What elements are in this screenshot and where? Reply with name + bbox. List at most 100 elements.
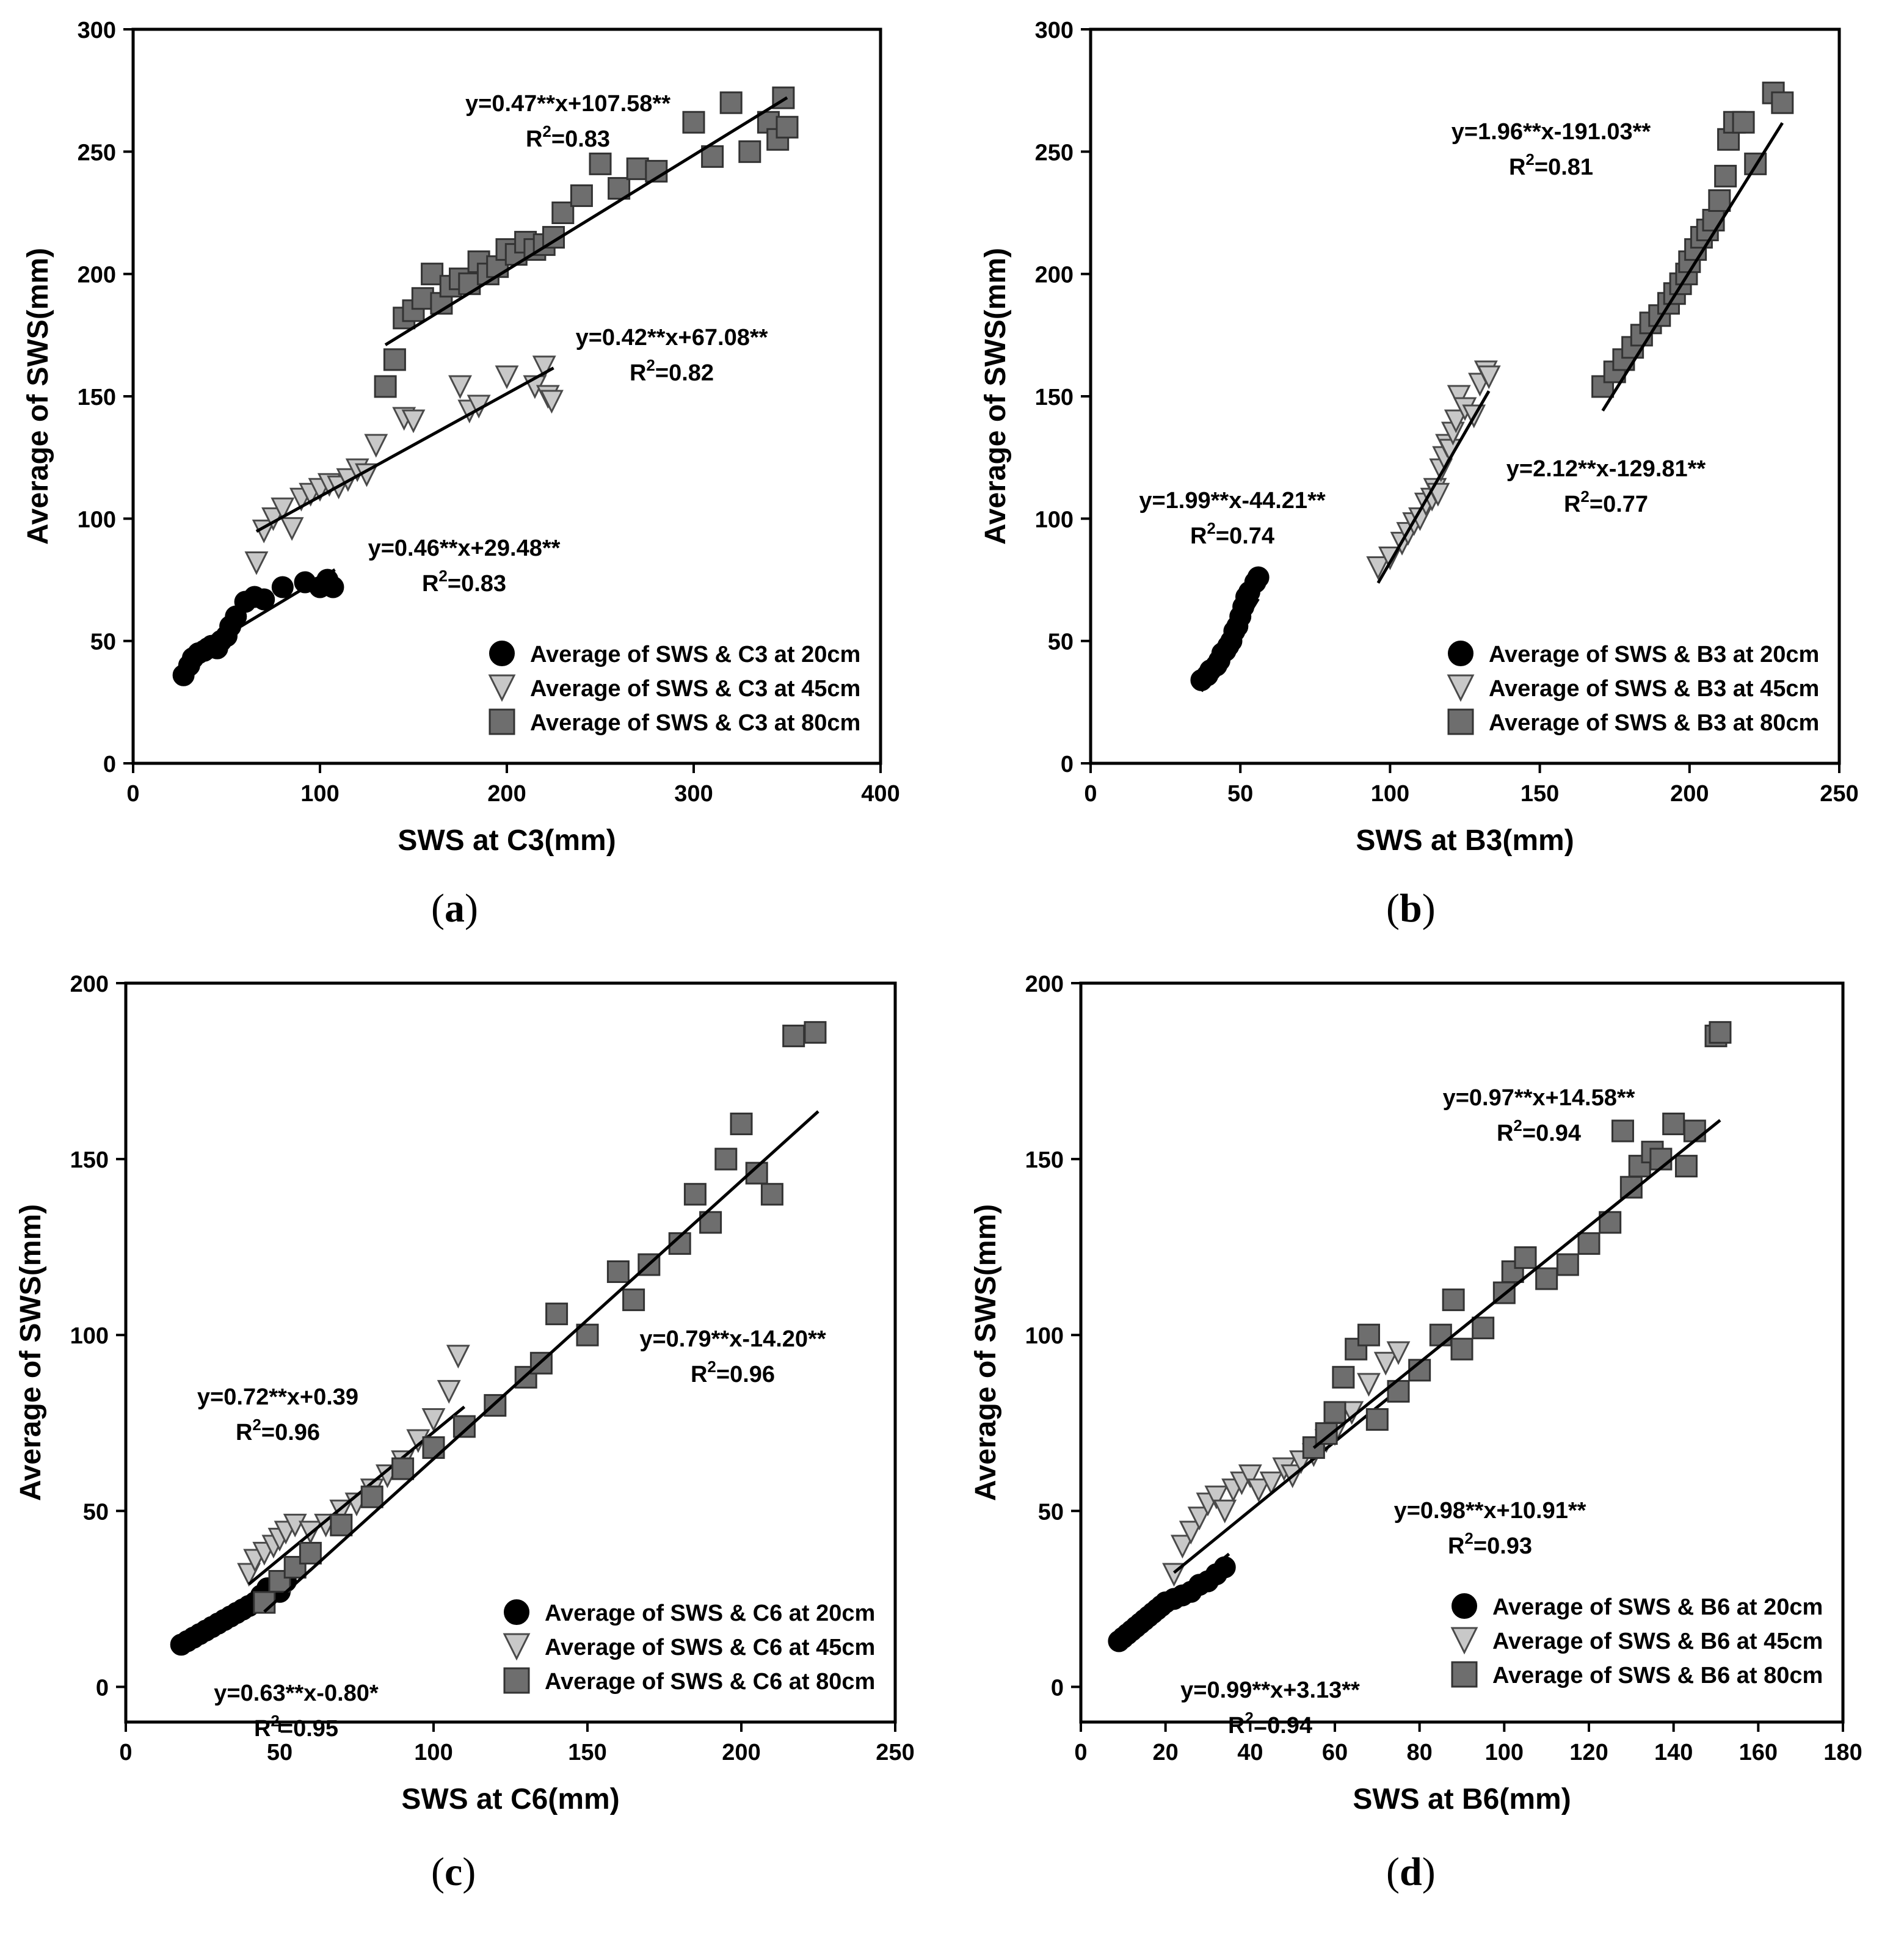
x-tick-label: 300 — [674, 781, 713, 807]
r-squared-label: R2=0.96 — [691, 1357, 775, 1387]
x-tick-label: 0 — [119, 1740, 132, 1765]
x-tick-label: 0 — [126, 781, 139, 807]
legend-marker — [1450, 1627, 1478, 1655]
x-tick-label: 100 — [414, 1740, 452, 1765]
y-tick-label: 150 — [1025, 1147, 1064, 1173]
y-tick-label: 50 — [1048, 630, 1074, 655]
r-squared-label: R2=0.95 — [254, 1712, 338, 1742]
series-0 — [1190, 566, 1270, 692]
data-point — [1366, 556, 1390, 580]
x-axis-label: SWS at C3(mm) — [398, 824, 616, 857]
data-point — [1535, 1267, 1558, 1290]
legend-marker — [1452, 1593, 1477, 1619]
data-point — [360, 1485, 383, 1508]
data-point — [1170, 1535, 1194, 1559]
data-point — [719, 91, 743, 114]
data-point — [330, 1513, 353, 1536]
y-tick-label: 0 — [103, 752, 116, 777]
legend-marker — [489, 641, 515, 666]
data-point — [532, 355, 556, 380]
plot-frame — [124, 981, 897, 1724]
x-axis-label: SWS at C6(mm) — [401, 1783, 619, 1815]
series-2 — [374, 86, 799, 398]
x-tick-label: 140 — [1654, 1740, 1693, 1765]
x-tick-label: 120 — [1569, 1740, 1608, 1765]
y-tick-label: 300 — [1035, 18, 1074, 43]
data-point — [1732, 111, 1755, 134]
data-point — [1179, 1521, 1203, 1545]
x-tick-label: 50 — [267, 1740, 293, 1765]
regression-line — [384, 96, 788, 346]
regression-line — [255, 366, 554, 533]
data-point — [683, 1183, 707, 1206]
data-point — [448, 375, 472, 399]
data-point — [437, 1379, 461, 1404]
data-point — [738, 140, 761, 163]
data-point — [1238, 1464, 1262, 1489]
data-point — [1709, 1021, 1732, 1044]
series-1 — [244, 355, 564, 575]
data-point — [1708, 189, 1731, 212]
data-point — [1332, 1365, 1355, 1389]
legend-marker — [1447, 708, 1474, 735]
y-tick-label: 100 — [1035, 507, 1074, 532]
data-point — [1429, 1323, 1452, 1346]
data-point — [495, 365, 519, 390]
data-point — [606, 1260, 630, 1283]
regression-line — [183, 568, 336, 663]
data-point — [782, 1024, 805, 1047]
r-squared-label: R2=0.82 — [630, 356, 714, 386]
regression-line — [1312, 1119, 1721, 1449]
legend-marker — [1451, 1661, 1478, 1688]
y-tick-label: 150 — [1035, 385, 1074, 410]
series-1 — [1366, 360, 1501, 584]
equation-label: y=0.97**x+14.58** — [1443, 1085, 1635, 1111]
regression-line — [1200, 598, 1260, 692]
equation-label: y=0.47**x+107.58** — [465, 91, 670, 117]
legend-marker — [503, 1667, 530, 1694]
data-point — [1450, 1337, 1473, 1361]
series-2 — [253, 1021, 827, 1614]
data-point — [1611, 1119, 1634, 1143]
r-squared-label: R2=0.96 — [236, 1416, 320, 1445]
legend-label: Average of SWS & C3 at 20cm — [530, 642, 860, 667]
x-tick-label: 50 — [1227, 781, 1253, 807]
x-tick-label: 200 — [1670, 781, 1709, 807]
caption-a: (a) — [431, 886, 478, 931]
data-point — [1447, 385, 1471, 409]
data-point — [422, 1436, 445, 1459]
legend-marker — [1448, 641, 1473, 666]
data-point — [401, 409, 426, 434]
data-point — [283, 1513, 307, 1538]
y-tick-label: 0 — [1051, 1675, 1064, 1701]
data-point — [1472, 1317, 1495, 1340]
data-point — [1213, 1499, 1237, 1524]
legend-label: Average of SWS & C3 at 80cm — [530, 710, 860, 736]
regression-line — [263, 1110, 819, 1613]
series-2 — [1302, 1021, 1732, 1459]
data-point — [280, 517, 304, 541]
legend-marker — [489, 708, 515, 735]
data-point — [1213, 1556, 1236, 1579]
data-point — [540, 390, 564, 414]
x-tick-label: 400 — [861, 781, 899, 807]
x-tick-label: 100 — [1485, 1740, 1524, 1765]
data-point — [391, 1457, 415, 1480]
x-tick-label: 100 — [1371, 781, 1409, 807]
chart-panel-0: 0 100 200 300 400 0 50 100 150 200 250 300 SWS at C3… — [22, 18, 900, 857]
data-point — [545, 1303, 569, 1326]
x-tick-label: 150 — [1521, 781, 1559, 807]
series-0 — [172, 568, 344, 686]
plot-frame — [1079, 981, 1845, 1724]
data-point — [1187, 1506, 1212, 1531]
y-tick-label: 250 — [78, 140, 116, 165]
legend-marker — [488, 674, 516, 702]
r-squared-label: R2=0.93 — [1448, 1529, 1532, 1559]
legend-label: Average of SWS & C6 at 20cm — [545, 1601, 875, 1626]
data-point — [244, 551, 269, 575]
x-tick-label: 80 — [1407, 1740, 1433, 1765]
data-point — [1323, 1401, 1346, 1424]
x-tick-label: 20 — [1153, 1740, 1179, 1765]
legend-label: Average of SWS & C3 at 45cm — [530, 676, 860, 702]
regression-line — [1117, 1552, 1230, 1646]
